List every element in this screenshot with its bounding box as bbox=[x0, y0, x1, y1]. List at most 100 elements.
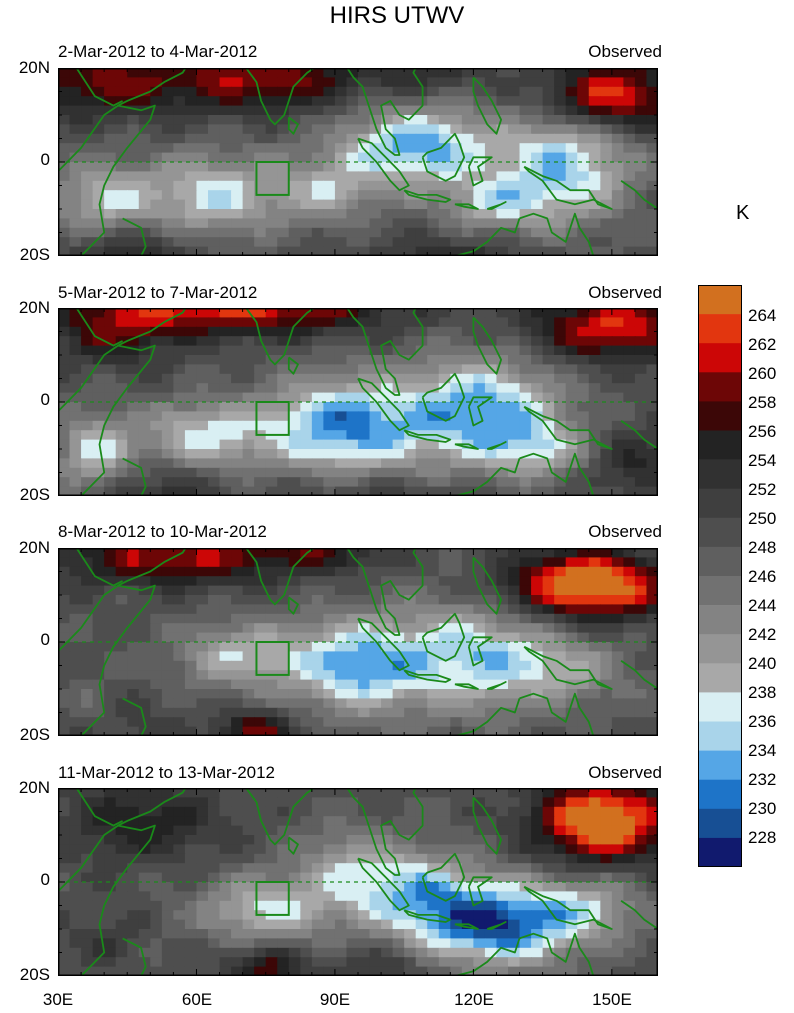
field-cell-905 bbox=[300, 947, 313, 958]
field-cell-113 bbox=[161, 326, 174, 337]
field-cell-617 bbox=[577, 411, 590, 422]
field-cell-361 bbox=[623, 844, 636, 855]
field-cell-970 bbox=[450, 717, 463, 728]
field-cell-381 bbox=[254, 613, 267, 624]
field-cell-814 bbox=[450, 209, 463, 219]
field-cell-273 bbox=[208, 835, 221, 845]
field-cell-622 bbox=[634, 651, 648, 662]
field-cell-888 bbox=[104, 227, 117, 238]
field-cell-1032 bbox=[565, 246, 578, 256]
field-cell-1032 bbox=[565, 726, 578, 736]
field-cell-221 bbox=[208, 345, 221, 356]
field-cell-544 bbox=[334, 882, 348, 892]
field-cell-174 bbox=[265, 96, 278, 107]
field-cell-818 bbox=[496, 449, 509, 459]
field-cell-755 bbox=[369, 439, 382, 450]
field-cell-635 bbox=[184, 420, 198, 431]
field-cell-369 bbox=[115, 613, 128, 624]
field-cell-12 bbox=[196, 308, 209, 318]
field-cell-18 bbox=[265, 548, 278, 558]
field-cell-90 bbox=[496, 557, 509, 568]
field-cell-308 bbox=[611, 115, 624, 125]
field-cell-768 bbox=[519, 439, 532, 450]
field-cell-520 bbox=[58, 402, 71, 412]
field-cell-534 bbox=[219, 402, 232, 412]
field-cell-334 bbox=[311, 124, 324, 135]
field-cell-182 bbox=[358, 336, 371, 347]
field-cell-306 bbox=[588, 355, 601, 365]
field-cell-26 bbox=[358, 788, 371, 798]
field-cell-39 bbox=[508, 308, 521, 318]
field-cell-138 bbox=[450, 566, 463, 577]
field-cell-1021 bbox=[438, 726, 451, 736]
panel-2-map bbox=[58, 308, 658, 496]
field-cell-374 bbox=[173, 853, 186, 864]
field-cell-463 bbox=[600, 863, 613, 874]
field-cell-241 bbox=[438, 345, 451, 356]
field-cell-358 bbox=[588, 124, 601, 135]
field-cell-940 bbox=[104, 477, 117, 488]
field-cell-247 bbox=[508, 345, 521, 356]
field-cell-418 bbox=[81, 863, 94, 874]
field-cell-836 bbox=[104, 698, 117, 709]
field-cell-141 bbox=[484, 566, 498, 577]
field-cell-897 bbox=[208, 707, 221, 718]
field-cell-719 bbox=[554, 910, 567, 921]
field-cell-863 bbox=[415, 938, 428, 949]
field-cell-259 bbox=[646, 345, 658, 356]
field-cell-1017 bbox=[392, 726, 405, 736]
field-cell-182 bbox=[358, 96, 371, 107]
field-cell-709 bbox=[438, 910, 451, 921]
field-cell-508 bbox=[519, 392, 532, 403]
field-cell-565 bbox=[577, 642, 590, 652]
field-cell-113 bbox=[161, 566, 174, 577]
field-cell-567 bbox=[600, 642, 613, 652]
field-cell-321 bbox=[161, 364, 174, 375]
field-cell-881 bbox=[623, 698, 636, 709]
field-cell-643 bbox=[277, 420, 290, 431]
field-cell-1011 bbox=[323, 726, 336, 736]
field-cell-614 bbox=[542, 171, 555, 182]
field-cell-770 bbox=[542, 199, 555, 210]
field-cell-757 bbox=[392, 439, 405, 450]
field-cell-483 bbox=[231, 152, 244, 163]
field-cell-39 bbox=[508, 788, 521, 798]
field-cell-304 bbox=[565, 355, 578, 365]
field-cell-362 bbox=[634, 844, 648, 855]
field-cell-145 bbox=[531, 566, 544, 577]
field-cell-285 bbox=[346, 355, 359, 365]
field-cell-852 bbox=[288, 698, 301, 709]
field-cell-501 bbox=[438, 152, 451, 163]
coastline-15 bbox=[620, 180, 658, 210]
field-cell-177 bbox=[300, 96, 313, 107]
field-cell-456 bbox=[519, 143, 532, 154]
field-cell-359 bbox=[600, 604, 613, 615]
field-cell-376 bbox=[196, 133, 209, 144]
field-cell-436 bbox=[288, 383, 301, 394]
field-cell-815 bbox=[461, 929, 474, 939]
field-cell-419 bbox=[92, 623, 105, 634]
field-cell-906 bbox=[311, 227, 324, 238]
field-cell-250 bbox=[542, 585, 555, 596]
field-cell-37 bbox=[484, 68, 498, 78]
field-cell-808 bbox=[381, 209, 394, 219]
field-cell-822 bbox=[542, 929, 555, 939]
field-cell-370 bbox=[127, 373, 140, 384]
field-cell-882 bbox=[634, 938, 648, 949]
field-cell-33 bbox=[438, 68, 451, 78]
field-cell-592 bbox=[288, 171, 301, 182]
coastline-2 bbox=[117, 788, 187, 827]
field-cell-684 bbox=[150, 190, 163, 201]
field-cell-975 bbox=[508, 717, 521, 728]
field-cell-686 bbox=[173, 910, 186, 921]
field-cell-456 bbox=[519, 383, 532, 394]
field-cell-395 bbox=[415, 613, 428, 624]
field-cell-234 bbox=[358, 585, 371, 596]
field-cell-417 bbox=[69, 863, 82, 874]
field-cell-217 bbox=[161, 105, 174, 116]
field-cell-704 bbox=[381, 190, 394, 201]
field-cell-563 bbox=[554, 402, 567, 412]
field-cell-807 bbox=[369, 929, 382, 939]
panel-4-ytick-20s: 20S bbox=[19, 965, 50, 984]
field-cell-647 bbox=[323, 900, 336, 911]
